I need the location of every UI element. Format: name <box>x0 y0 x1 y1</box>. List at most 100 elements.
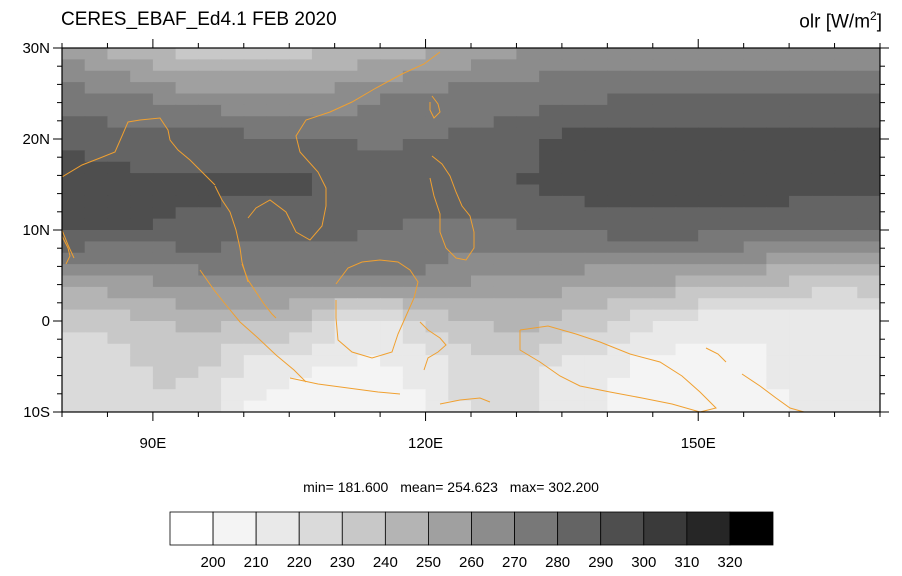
field-cell <box>811 195 836 208</box>
field-cell <box>471 252 495 265</box>
field-cell <box>402 355 427 368</box>
field-cell <box>652 230 677 242</box>
field-cell <box>402 241 427 254</box>
field-cell <box>221 139 245 151</box>
field-cell <box>720 139 745 151</box>
field-cell <box>334 82 358 95</box>
field-cell <box>266 309 290 322</box>
field-cell <box>743 195 767 208</box>
field-cell <box>311 139 336 151</box>
field-cell <box>221 343 245 356</box>
field-cell <box>402 173 427 186</box>
field-cell <box>516 275 540 288</box>
field-cell <box>402 104 427 117</box>
field-cell <box>811 332 836 345</box>
field-cell <box>652 104 677 117</box>
field-cell <box>789 70 813 83</box>
field-cell <box>675 298 699 311</box>
field-cell <box>221 298 245 311</box>
field-cell <box>720 218 745 231</box>
field-cell <box>539 230 563 242</box>
field-cell <box>266 184 290 197</box>
field-cell <box>471 150 495 163</box>
field-cell <box>720 82 745 95</box>
field-cell <box>471 48 495 60</box>
field-cell <box>357 264 381 277</box>
field-cell <box>357 59 381 72</box>
field-cell <box>493 321 518 333</box>
field-cell <box>221 275 245 288</box>
field-cell <box>334 116 358 129</box>
field-cell <box>720 400 745 412</box>
field-cell <box>334 150 358 163</box>
field-cell <box>152 59 177 72</box>
field-cell <box>107 355 131 368</box>
field-cell <box>834 161 858 174</box>
field-cell <box>152 400 177 412</box>
field-cell <box>789 218 813 231</box>
field-cell <box>607 332 631 345</box>
field-cell <box>448 355 472 368</box>
field-cell <box>266 343 290 356</box>
field-cell <box>311 218 336 231</box>
field-cell <box>675 82 699 95</box>
field-cell <box>493 355 518 368</box>
field-cell <box>221 230 245 242</box>
field-cell <box>380 286 404 299</box>
field-cell <box>539 139 563 151</box>
field-cell <box>175 184 199 197</box>
field-cell <box>311 230 336 242</box>
field-cell <box>561 377 586 390</box>
field-cell <box>84 377 109 390</box>
field-cell <box>539 366 563 379</box>
field-cell <box>243 400 268 412</box>
field-cell <box>698 70 722 83</box>
field-cell <box>380 264 404 277</box>
field-cell <box>334 298 358 311</box>
field-cell <box>357 366 381 379</box>
field-cell <box>516 127 540 140</box>
field-cell <box>516 93 540 106</box>
field-cell <box>221 150 245 163</box>
field-cell <box>62 184 86 197</box>
field-cell <box>766 173 790 186</box>
field-cell <box>402 264 427 277</box>
field-cell <box>698 366 722 379</box>
field-cell <box>130 377 154 390</box>
field-cell <box>834 139 858 151</box>
field-cell <box>243 241 268 254</box>
field-cell <box>448 309 472 322</box>
field-cell <box>357 355 381 368</box>
field-cell <box>471 82 495 95</box>
field-cell <box>289 150 313 163</box>
field-cell <box>516 400 540 412</box>
field-cell <box>652 389 677 402</box>
coastline-timor <box>439 397 491 405</box>
field-cell <box>607 70 631 83</box>
field-cell <box>62 218 86 231</box>
field-cell <box>380 389 404 402</box>
field-cell <box>266 218 290 231</box>
field-cell <box>789 400 813 412</box>
field-cell <box>652 116 677 129</box>
field-cell <box>789 286 813 299</box>
field-cell <box>630 93 654 106</box>
field-cell <box>62 195 86 208</box>
field-cell <box>539 104 563 117</box>
colorbar-label: 220 <box>287 554 312 571</box>
field-cell <box>743 366 767 379</box>
field-cell <box>425 161 449 174</box>
coastline-sri-lanka <box>62 234 71 265</box>
field-cell <box>152 230 177 242</box>
field-cell <box>152 127 177 140</box>
field-cell <box>493 161 518 174</box>
field-cell <box>834 195 858 208</box>
field-cell <box>130 173 154 186</box>
stat-mean: mean= 254.623 <box>400 479 498 495</box>
field-cell <box>834 366 858 379</box>
field-cell <box>607 355 631 368</box>
field-cell <box>289 82 313 95</box>
field-cell <box>448 139 472 151</box>
field-cell <box>857 332 880 345</box>
field-cell <box>357 400 381 412</box>
